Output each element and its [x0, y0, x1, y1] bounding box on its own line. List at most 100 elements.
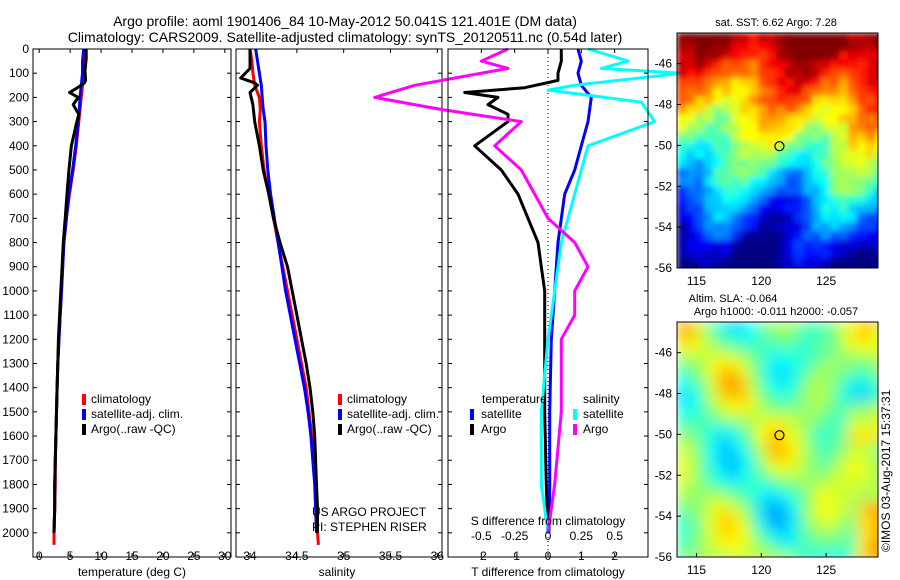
sst-float-position-marker	[774, 141, 785, 152]
project-name: US ARGO PROJECT	[312, 505, 427, 519]
map-ytick-label: -54	[655, 509, 673, 523]
temperature-axes-frame	[32, 48, 232, 558]
s-difference-tick-label: 0.5	[606, 529, 623, 543]
sla-map-title-line1: Altim. SLA: -0.064	[689, 293, 778, 305]
depth-tick-label: 1800	[2, 477, 29, 491]
difference-xtick-label: -1	[509, 549, 520, 563]
map-ytick-label: -46	[655, 57, 673, 71]
legend-label-0: climatology	[91, 392, 151, 406]
legend-label-2: Argo(..raw -QC)	[91, 422, 176, 436]
figure-title-line2: Climatology: CARS2009. Satellite-adjuste…	[68, 29, 623, 45]
legend-swatch-2	[338, 424, 342, 435]
temperature-xtick-label: 30	[218, 549, 232, 563]
salinity-xlabel: salinity	[319, 565, 356, 579]
legend-swatch-1	[82, 409, 86, 420]
legend-label-1: satellite-adj. clim.	[91, 407, 183, 421]
temperature-xtick-label: 20	[156, 549, 170, 563]
map-ytick-label: -50	[655, 427, 673, 441]
imos-credit: ©IMOS 03-Aug-2017 15:37:31	[879, 389, 893, 552]
difference-panel: -2 -1 0 1 2 -0.5 -0.25 0 0.25 0.5 S difference fr…	[373, 47, 683, 579]
depth-tick-label: 1200	[2, 332, 29, 346]
legend-sal-label-0: satellite	[583, 407, 624, 421]
map-ytick-label: -48	[655, 387, 673, 401]
map-xtick-label: 120	[751, 274, 771, 288]
map-xtick-label: 115	[687, 274, 706, 288]
sst-map: sat. SST: 6.62 Argo: 7.28 115 120 125 -46 -4…	[655, 17, 879, 288]
legend-label-1: satellite-adj. clim.	[347, 407, 439, 421]
t-difference-label: T difference from climatology	[471, 565, 625, 579]
salinity-panel: 34 34.5 35 35.5 36 salinity climatologysatel…	[235, 48, 445, 579]
depth-tick-label: 1600	[2, 429, 29, 443]
salinity-xtick-label: 34	[243, 549, 257, 563]
salinity-xtick-label: 35	[337, 549, 351, 563]
temperature-xtick-label: 15	[125, 549, 139, 563]
map-ytick-label: -54	[655, 220, 673, 234]
depth-tick-label: 600	[9, 187, 29, 201]
difference-xtick-label: -2	[476, 549, 487, 563]
map-xtick-label: 115	[687, 563, 706, 577]
legend-label-2: Argo(..raw -QC)	[347, 422, 432, 436]
temperature-xtick-label: 10	[94, 549, 108, 563]
s-difference-label: S difference from climatology	[471, 514, 626, 528]
depth-tick-label: 700	[9, 211, 29, 225]
salinity-series-climatology	[248, 48, 320, 546]
depth-tick-label: 100	[9, 66, 29, 80]
map-ytick-label: -56	[655, 261, 673, 275]
depth-tick-label: 400	[9, 139, 29, 153]
depth-tick-label: 900	[9, 260, 29, 274]
sla-map-title-line2: Argo h1000: -0.011 h2000: -0.057	[694, 306, 858, 318]
depth-tick-label: 500	[9, 163, 29, 177]
difference-legend: temperature salinitysatelliteArgosatellit…	[470, 392, 624, 436]
legend-swatch-0	[338, 394, 342, 405]
temperature-series-argo-raw-qc	[52, 49, 88, 533]
salinity-xtick-label: 36	[431, 549, 445, 563]
difference-xtick-label: 0	[545, 549, 552, 563]
figure-title-line1: Argo profile: aoml 1901406_84 10-May-201…	[113, 13, 577, 29]
difference-series-salinity-satellite	[539, 47, 683, 534]
difference-xtick-label: 1	[578, 549, 585, 563]
legend-temp-swatch-1	[470, 424, 474, 435]
depth-tick-label: 1000	[2, 284, 29, 298]
difference-series-salinity-argo	[373, 47, 590, 534]
temperature-xtick-label: 25	[187, 549, 201, 563]
salinity-axes-frame	[235, 48, 443, 558]
salinity-xtick-label: 35.5	[379, 549, 403, 563]
legend-swatch-2	[82, 424, 86, 435]
depth-tick-label: 1300	[2, 356, 29, 370]
map-ytick-label: -46	[655, 346, 673, 360]
map-xtick-label: 125	[816, 274, 836, 288]
depth-tick-label: 2000	[2, 526, 29, 540]
difference-series-temperature-satellite	[547, 48, 593, 533]
depth-tick-label: 1500	[2, 405, 29, 419]
difference-series-temperature-argo	[463, 49, 563, 533]
depth-tick-label: 1700	[2, 453, 29, 467]
depth-tick-label: 1100	[3, 308, 29, 322]
map-xtick-label: 120	[751, 563, 771, 577]
legend-sal-swatch-1	[573, 424, 577, 435]
s-difference-tick-label: 0.25	[570, 529, 594, 543]
depth-tick-label: 300	[9, 115, 29, 129]
temperature-panel: 0100200300400500600700800900100011001200…	[2, 42, 232, 579]
temperature-xlabel: temperature (deg C)	[78, 565, 186, 579]
legend-temp-label-1: Argo	[481, 422, 507, 436]
temperature-xtick-label: 5	[67, 549, 74, 563]
s-difference-tick-label: -0.5	[471, 529, 492, 543]
sla-map: Altim. SLA: -0.064 Argo h1000: -0.011 h2…	[655, 293, 879, 577]
map-xtick-label: 125	[816, 563, 836, 577]
difference-xtick-label: 2	[611, 549, 618, 563]
depth-tick-label: 200	[9, 90, 29, 104]
temperature-xtick-label: 0	[36, 549, 43, 563]
sla-map-frame	[676, 321, 879, 558]
map-ytick-label: -48	[655, 98, 673, 112]
legend-swatch-0	[82, 394, 86, 405]
depth-tick-label: 1400	[2, 381, 29, 395]
s-difference-tick-label: 0	[545, 529, 552, 543]
sla-float-position-marker	[774, 430, 785, 441]
depth-tick-label: 1900	[2, 502, 29, 516]
legend-temperature-header: temperature	[482, 392, 547, 406]
map-ytick-label: -50	[655, 138, 673, 152]
legend-sal-label-1: Argo	[583, 422, 609, 436]
